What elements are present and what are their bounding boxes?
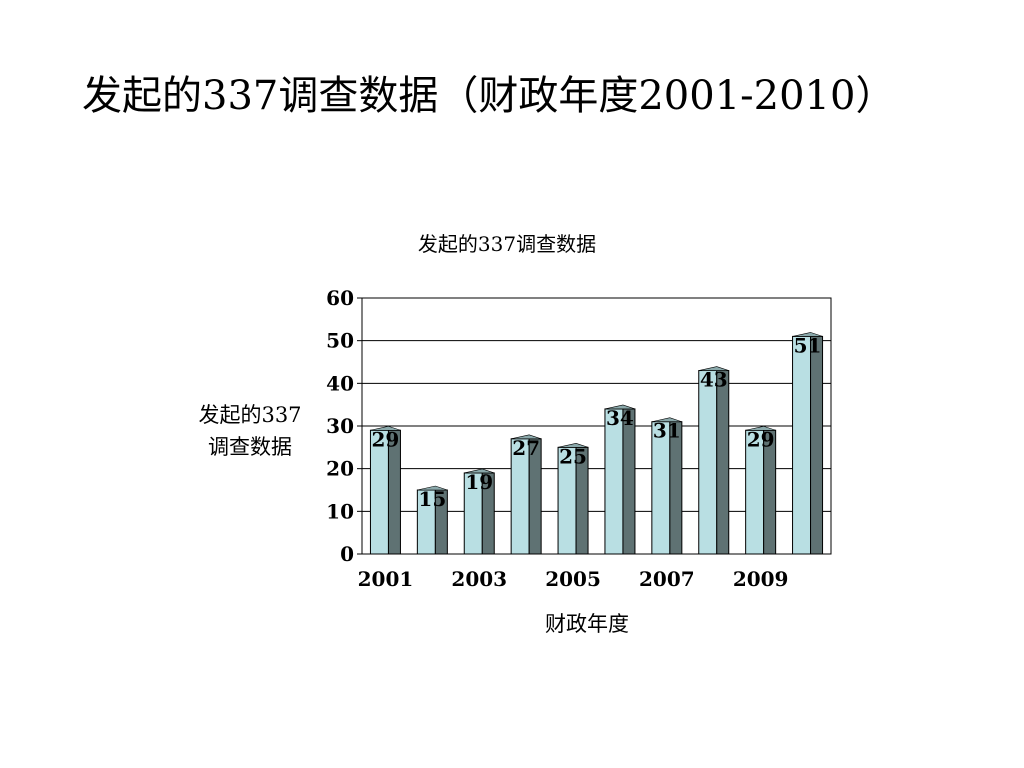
bar-top [698,366,729,371]
bar [463,468,495,555]
data-label: 27 [512,436,540,460]
slide-title: 发起的337调查数据（财政年度2001-2010） [82,73,896,119]
data-label: 31 [653,419,681,443]
bar [745,425,777,555]
data-label: 29 [747,427,775,451]
y-tick-label: 0 [340,542,354,566]
x-axis-label: 财政年度 [545,612,629,636]
data-label: 15 [418,487,446,511]
data-label: 51 [794,333,822,357]
bar-front [604,408,624,555]
bar [698,366,730,555]
bar-top [370,425,401,431]
y-axis-label: 发起的337 调查数据 [198,403,301,459]
y-axis-ticks: 0 10 20 30 40 50 60 [326,286,362,566]
x-tick-label: 2003 [451,567,507,591]
chart-title: 发起的337调查数据 [418,232,596,256]
bar-top [604,404,636,410]
bar [604,404,636,555]
y-tick-label: 50 [326,329,354,353]
bar-side [622,408,636,555]
y-tick-label: 40 [326,371,354,395]
bar [557,443,589,555]
y-tick-label: 20 [326,457,354,481]
bar [651,417,683,555]
data-label: 34 [606,406,634,430]
bar-top [464,468,495,474]
y-axis-label-line-1: 发起的337 [198,403,301,427]
bar-series [369,332,824,555]
bar-side [716,370,730,555]
x-tick-label: 2007 [639,567,695,591]
x-tick-label: 2005 [545,567,601,591]
data-label: 19 [465,470,493,494]
bar-top [792,332,823,337]
bar-top [511,434,542,440]
data-label: 29 [372,427,400,451]
data-labels: 29 15 19 27 25 34 31 43 29 51 [372,333,822,511]
bar-top [557,443,589,448]
x-tick-label: 2009 [733,567,789,591]
bar-top [745,425,776,431]
y-tick-label: 10 [326,499,354,523]
bar [792,332,824,555]
bar-top [417,485,448,491]
bar-front [698,370,718,555]
x-tick-label: 2001 [358,567,414,591]
x-axis-ticks: 2001 2003 2005 2007 2009 [358,567,789,591]
bar-side [810,335,824,555]
bar-top [651,417,682,423]
y-axis-label-line-2: 调查数据 [208,435,292,459]
y-tick-label: 30 [326,414,354,438]
data-label: 43 [700,368,728,392]
data-label: 25 [559,444,587,468]
y-tick-label: 60 [326,286,354,310]
bar-front [792,335,812,555]
